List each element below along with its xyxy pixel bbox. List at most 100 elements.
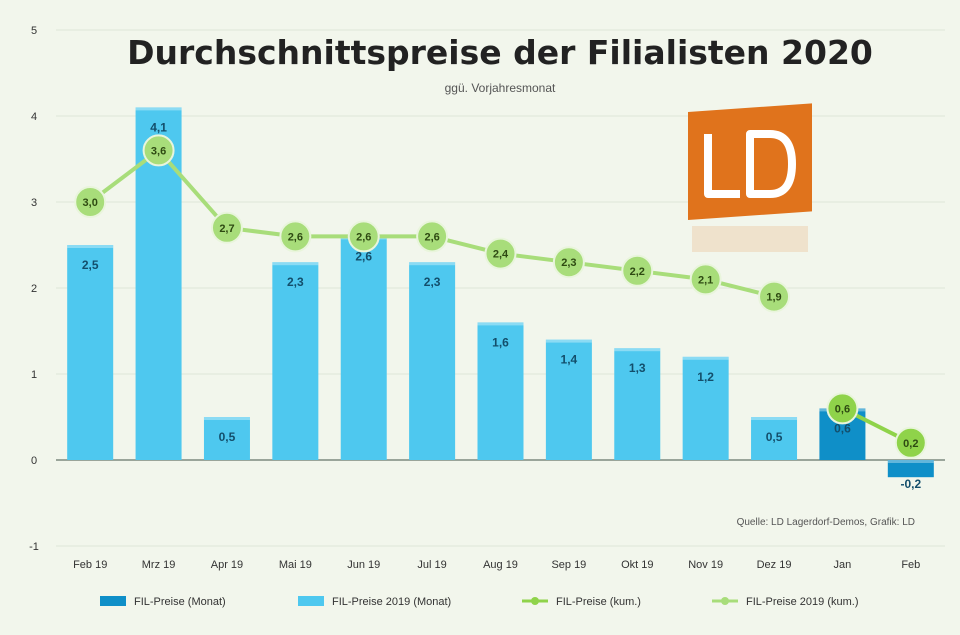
line-point [416,220,449,253]
bar [545,339,592,460]
chart-source: Quelle: LD Lagerdorf-Demos, Grafik: LD [737,517,915,528]
line-point-label: 3,0 [83,197,98,209]
line-point [689,263,722,296]
bar-highlight [272,262,319,266]
line-point [621,254,654,287]
legend-marker [531,597,539,605]
bar-value-label: 2,3 [424,275,441,289]
legend-marker [721,597,729,605]
bar-value-label: 1,6 [492,335,509,349]
bar-highlight [887,460,934,463]
legend-swatch [298,596,324,606]
line-point-label: 0,2 [903,438,918,450]
bar-highlight [545,339,592,343]
bar [614,348,661,460]
bar-value-label: -0,2 [900,477,921,491]
x-tick-label: Aug 19 [483,559,518,571]
line-point [279,220,312,253]
legend-label: FIL-Preise (kum.) [556,596,641,608]
x-tick-label: Feb 19 [73,559,107,571]
bar [887,460,934,478]
line-point-label: 2,3 [561,257,576,269]
y-tick-label: 4 [31,111,37,123]
bar-highlight [477,322,524,326]
bar [409,262,456,460]
line-point [142,134,175,167]
bar-value-label: 2,3 [287,275,304,289]
x-tick-label: Sep 19 [551,559,586,571]
x-tick-label: Jun 19 [347,559,380,571]
line-point-label: 2,2 [630,266,645,278]
bar-highlight [751,417,798,420]
line-point [552,246,585,279]
bar-value-label: 2,5 [82,258,99,272]
x-tick-label: Apr 19 [211,559,243,571]
line-point [74,186,107,218]
bar-value-label: 1,3 [629,361,646,375]
line-point-label: 2,6 [424,231,439,243]
x-tick-label: Mrz 19 [142,559,176,571]
legend: FIL-Preise (Monat) FIL-Preise 2019 (Monat… [100,596,858,608]
bar [751,417,798,460]
legend-swatch [100,596,126,606]
line-point [826,392,859,425]
legend-label: FIL-Preise (Monat) [134,596,226,608]
line-point-label: 2,6 [356,231,371,243]
bar [477,322,524,460]
legend-label: FIL-Preise 2019 (Monat) [332,596,451,608]
line-point-label: 2,1 [698,274,713,286]
bar-value-label: 0,5 [766,430,783,444]
line-point-label: 2,4 [493,249,509,261]
line-point-label: 2,6 [288,231,303,243]
y-tick-label: 5 [31,25,37,37]
line-point [894,426,927,459]
line-point [484,237,517,270]
bar-value-label: 2,6 [355,249,372,263]
legend-label: FIL-Preise 2019 (kum.) [746,596,858,608]
x-tick-label: Jul 19 [417,559,446,571]
line-point-label: 2,7 [219,223,234,235]
y-tick-label: -1 [29,541,39,553]
bar-highlight [409,262,456,266]
chart-logo [688,103,812,252]
bar [340,236,387,460]
x-tick-label: Nov 19 [688,559,723,571]
logo-reflection [692,226,808,252]
bar [682,356,729,460]
bar-value-label: 1,4 [561,353,578,367]
bar-highlight [67,245,114,248]
bar [272,262,319,460]
y-tick-label: 3 [31,197,37,209]
bar-value-label: 4,1 [150,120,167,134]
bar-value-label: 0,5 [219,430,236,444]
chart-title: Durchschnittspreise der Filialisten 2020 [127,33,873,72]
x-tick-label: Dez 19 [757,559,792,571]
line-point-label: 3,6 [151,145,166,157]
label-layer: Feb 19 Mrz 19 Apr 19 Mai 19 Jun 19 Jul 19 Aug … [73,120,921,571]
bar-highlight [203,417,250,420]
x-tick-label: Jan [834,559,852,571]
bar-value-label: 1,2 [697,370,714,384]
y-tick-label: 2 [31,283,37,295]
y-tick-label: 1 [31,369,37,381]
x-tick-label: Okt 19 [621,559,653,571]
line-point [758,280,791,313]
line-point [210,211,243,244]
x-tick-label: Feb [901,559,920,571]
bar-value-label: 0,6 [834,421,851,435]
bar-highlight [682,356,729,360]
x-tick-label: Mai 19 [279,559,312,571]
logo-mark [704,130,796,198]
bar [67,245,114,460]
line-point-label: 0,6 [835,403,850,415]
y-tick-label: 0 [31,455,37,467]
chart-subtitle: ggü. Vorjahresmonat [445,81,556,95]
bar-highlight [614,348,661,352]
bar-highlight [135,107,182,111]
line-layer [74,134,927,459]
bar [203,417,250,460]
line-point-label: 1,9 [766,292,781,304]
line-point [347,220,380,253]
